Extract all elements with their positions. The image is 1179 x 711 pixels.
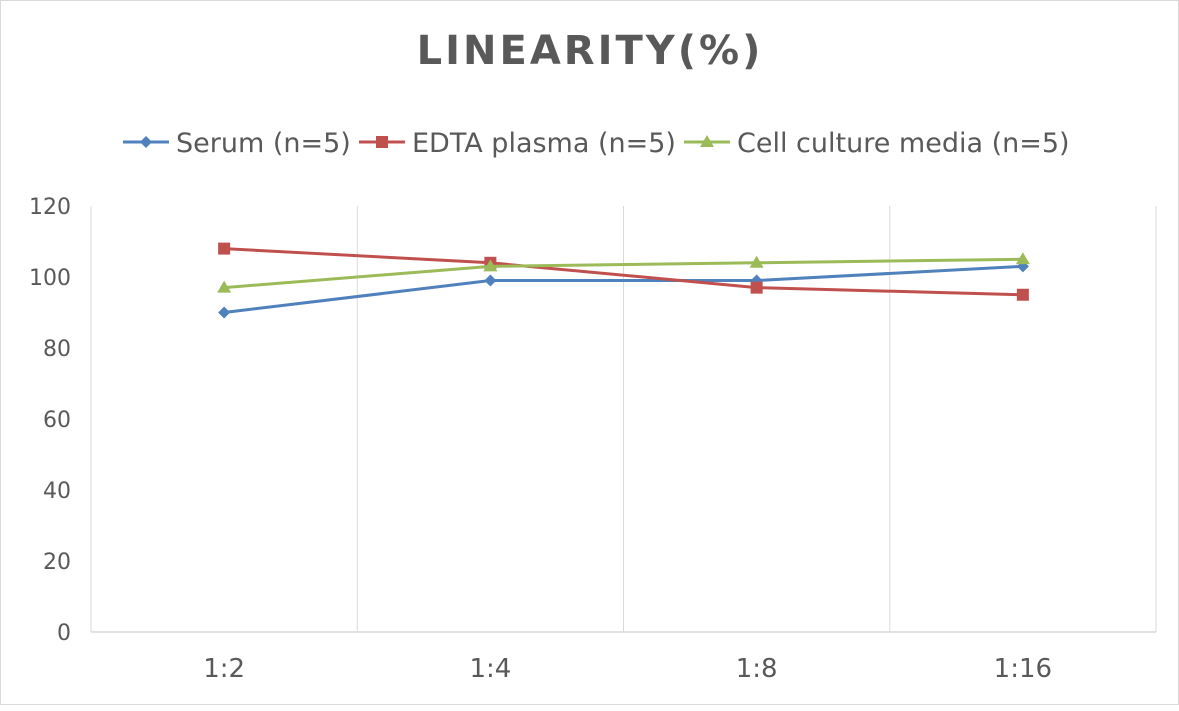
y-tick-label: 40 — [43, 479, 71, 504]
data-point — [218, 306, 231, 319]
legend-label: Serum (n=5) — [176, 128, 351, 159]
y-tick-label: 0 — [57, 621, 71, 646]
legend-marker — [700, 135, 714, 147]
legend-marker — [376, 136, 388, 148]
gridlines — [90, 206, 1157, 633]
data-point — [484, 274, 497, 287]
data-point — [217, 280, 232, 293]
legend: Serum (n=5) EDTA plasma (n=5) Cell culture… — [123, 128, 1070, 159]
data-point — [483, 259, 498, 272]
y-tick-label: 100 — [29, 266, 71, 291]
series-line — [224, 247, 1023, 297]
x-tick-label: 1:4 — [469, 654, 511, 684]
series-line — [224, 257, 1023, 290]
series-0 — [218, 260, 1029, 319]
legend-label: Cell culture media (n=5) — [737, 128, 1070, 159]
series-line — [223, 264, 1023, 314]
data-point — [749, 255, 764, 268]
y-tick-label: 60 — [43, 408, 71, 433]
y-tick-label: 80 — [43, 337, 71, 362]
data-point — [218, 242, 231, 255]
y-axis: 0 20 40 60 80 100 120 — [29, 195, 71, 646]
legend-label: EDTA plasma (n=5) — [412, 128, 676, 159]
x-axis: 1:2 1:4 1:8 1:16 — [203, 654, 1052, 684]
series-2 — [217, 252, 1030, 293]
x-tick-label: 1:8 — [736, 654, 778, 684]
data-point — [1016, 288, 1029, 301]
y-tick-label: 120 — [29, 195, 71, 220]
x-tick-label: 1:2 — [203, 654, 245, 684]
y-tick-label: 20 — [43, 550, 71, 575]
data-point — [1015, 252, 1030, 265]
data-point — [750, 281, 763, 294]
chart-title: LINEARITY(%) — [417, 28, 764, 74]
x-tick-label: 1:16 — [994, 654, 1052, 684]
legend-marker — [140, 136, 152, 148]
series-group — [217, 242, 1030, 319]
